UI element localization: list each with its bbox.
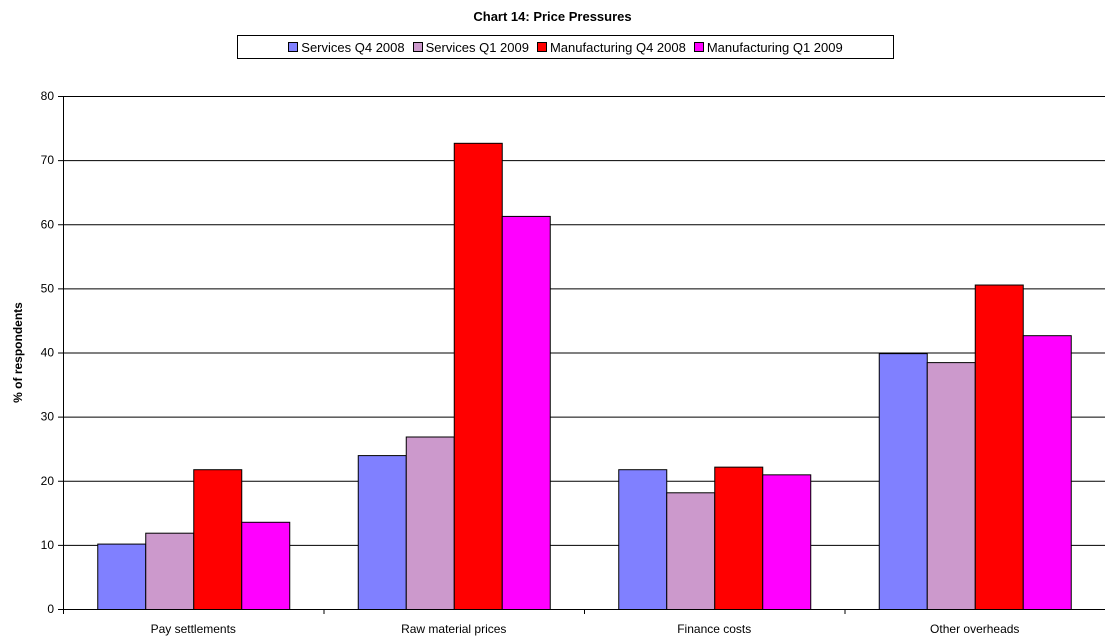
y-tick-label: 50	[41, 281, 55, 295]
y-tick-label: 0	[47, 602, 54, 616]
legend-label: Manufacturing Q1 2009	[706, 39, 843, 55]
x-tick-label: Finance costs	[677, 622, 751, 636]
legend-item: Manufacturing Q4 2008	[536, 39, 686, 55]
x-tick-label: Raw material prices	[401, 622, 506, 636]
y-axis-title: % of respondents	[11, 302, 25, 403]
legend-item: Services Q4 2008	[288, 39, 405, 55]
bar	[97, 543, 147, 611]
bar	[1022, 335, 1072, 610]
bar	[241, 521, 291, 610]
bar	[618, 469, 668, 610]
legend-label: Services Q4 2008	[301, 39, 405, 55]
y-tick-label: 20	[41, 474, 55, 488]
bar	[714, 466, 764, 610]
legend-swatch	[288, 42, 299, 52]
bar	[878, 353, 928, 610]
legend-swatch	[693, 42, 704, 52]
bar	[762, 474, 812, 610]
bar	[926, 362, 976, 610]
bar	[357, 455, 407, 610]
y-tick-label: 10	[41, 538, 55, 552]
bar	[501, 215, 551, 610]
bar	[193, 469, 243, 610]
bar	[405, 436, 455, 610]
legend-label: Services Q1 2009	[425, 39, 529, 55]
legend: Services Q4 2008 Services Q1 2009 Manufact…	[237, 35, 894, 59]
legend-item: Manufacturing Q1 2009	[693, 39, 843, 55]
bar	[974, 284, 1024, 610]
bar	[453, 142, 503, 610]
x-tick-label: Other overheads	[930, 622, 1019, 636]
y-tick-label: 40	[41, 346, 55, 360]
legend-swatch	[412, 42, 423, 52]
y-tick-label: 70	[41, 153, 55, 167]
legend-swatch	[536, 42, 547, 52]
bar	[666, 492, 716, 611]
y-tick-label: 30	[41, 410, 55, 424]
x-tick-label: Pay settlements	[151, 622, 236, 636]
chart-title: Chart 14: Price Pressures	[473, 9, 632, 24]
bar	[145, 532, 195, 610]
y-tick-label: 80	[41, 89, 55, 103]
y-tick-label: 60	[41, 217, 55, 231]
legend-item: Services Q1 2009	[412, 39, 529, 55]
legend-label: Manufacturing Q4 2008	[549, 39, 686, 55]
